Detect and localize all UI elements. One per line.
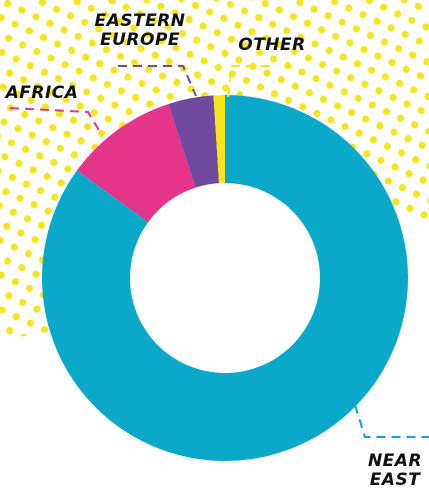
donut-slice [42,95,409,461]
donut-slice [168,95,220,188]
slice-label: OTHER [238,35,306,55]
slice-label: AFRICA [5,83,79,103]
donut-slice [76,103,196,223]
leader-line [118,65,197,97]
slice-label: NEAR EAST [367,451,423,490]
leader-line [227,65,276,98]
slice-label: EASTERN EUROPE [94,11,186,50]
leader-line [354,404,429,438]
donut-slice [213,95,225,184]
leader-line [9,107,101,133]
